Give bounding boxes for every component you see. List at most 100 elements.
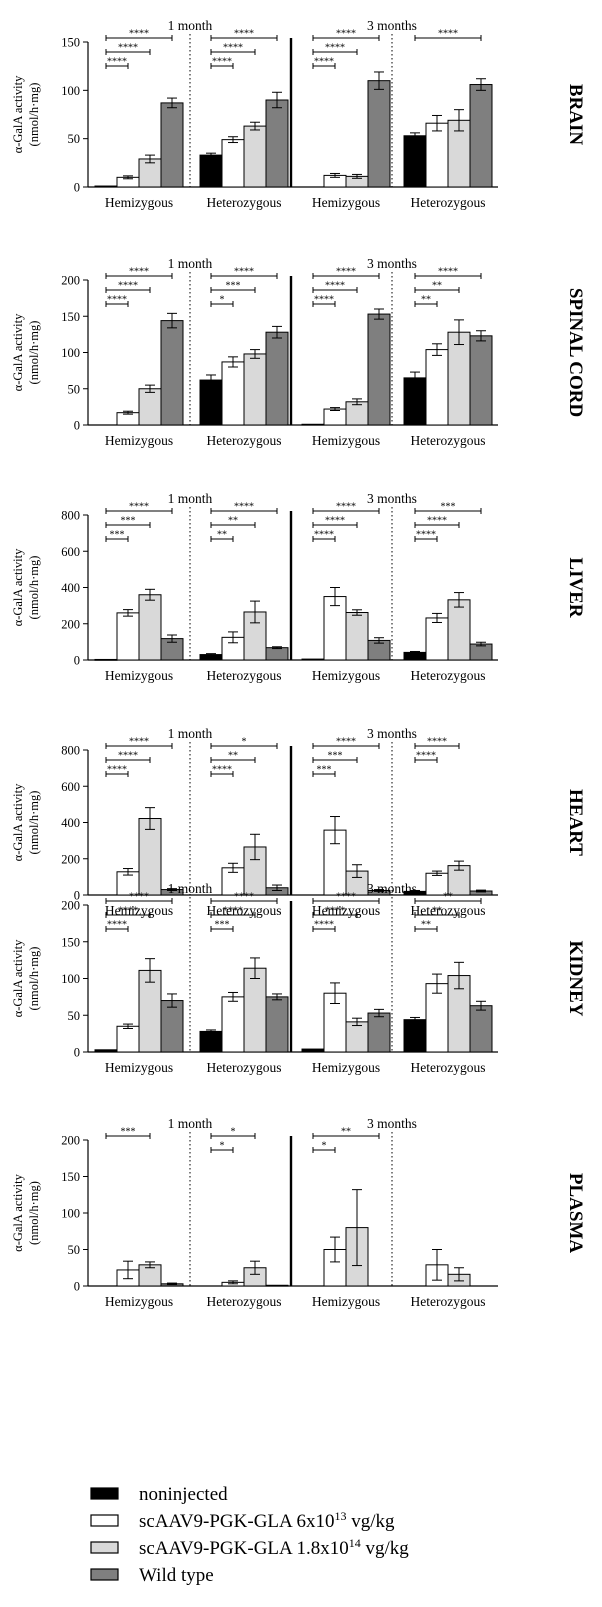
bar-high-dose — [243, 967, 267, 1053]
y-tick-label: 150 — [61, 310, 80, 324]
significance-label: **** — [118, 281, 138, 292]
significance-label: **** — [107, 765, 127, 776]
y-tick-label: 0 — [74, 181, 80, 195]
y-tick-label: 50 — [68, 382, 81, 396]
bar-low-dose — [116, 1025, 140, 1053]
category-label: Hemizygous — [312, 1060, 380, 1075]
bar-high-dose — [447, 331, 471, 426]
bar-high-dose — [138, 388, 162, 426]
legend: noninjected scAAV9-PGK-GLA 6x1013 vg/kg sc… — [90, 1484, 409, 1586]
significance-label: **** — [107, 920, 127, 931]
category-label: Hemizygous — [312, 903, 380, 918]
category-label: Hemizygous — [312, 433, 380, 448]
significance-label: * — [220, 1141, 225, 1152]
y-tick-label: 400 — [61, 581, 80, 595]
y-axis-unit: (nmol/h·mg) — [27, 556, 41, 620]
y-tick-label: 100 — [61, 972, 80, 986]
significance-label: ** — [341, 1127, 351, 1138]
legend-label: Wild type — [139, 1565, 214, 1586]
y-axis-unit: (nmol/h·mg) — [27, 1181, 41, 1245]
panel-label: HEART — [565, 789, 586, 856]
bar-low-dose — [425, 983, 449, 1053]
significance-label: **** — [336, 267, 356, 278]
y-tick-label: 0 — [74, 419, 80, 433]
panel-plasma: 0 50 100 150 200 α-GalA activity (nmol/h·mg) 1 … — [11, 1116, 586, 1309]
significance-label: **** — [336, 737, 356, 748]
bar-high-dose — [345, 612, 369, 661]
bar-wild-type — [265, 1284, 289, 1287]
significance-label: **** — [234, 267, 254, 278]
panel-kidney: 0 50 100 150 200 α-GalA activity (nmol/h·mg) 1 … — [11, 881, 586, 1075]
significance-label: *** — [215, 920, 230, 931]
bar-low-dose — [425, 617, 449, 661]
bar-wild-type — [469, 643, 493, 661]
significance-label: *** — [441, 502, 456, 513]
panel-liver: 0 200 400 600 800 α-GalA activity (nmol/h·mg) 1… — [11, 491, 586, 683]
significance-label: *** — [328, 751, 343, 762]
panel-label: LIVER — [565, 557, 586, 617]
legend-label: noninjected — [139, 1484, 228, 1505]
legend-swatch — [90, 1487, 119, 1500]
y-tick-label: 0 — [74, 889, 80, 903]
time-label-3-months: 3 months — [367, 726, 417, 741]
significance-label: **** — [107, 57, 127, 68]
significance-label: *** — [110, 530, 125, 541]
significance-label: **** — [118, 43, 138, 54]
bar-noninjected — [94, 1049, 118, 1053]
bar-low-dose — [221, 361, 245, 426]
y-tick-label: 0 — [74, 654, 80, 668]
y-tick-label: 600 — [61, 780, 80, 794]
category-label: Heterozygous — [207, 1060, 282, 1075]
significance-label: ** — [228, 516, 238, 527]
significance-label: *** — [121, 1127, 136, 1138]
time-label-1-month: 1 month — [168, 256, 213, 271]
legend-swatch — [90, 1541, 119, 1554]
significance-label: **** — [118, 751, 138, 762]
y-tick-label: 150 — [61, 36, 80, 50]
significance-label: ** — [432, 906, 442, 917]
bar-high-dose — [138, 594, 162, 661]
legend-swatch — [90, 1568, 119, 1581]
bar-wild-type — [265, 99, 289, 188]
significance-label: **** — [314, 295, 334, 306]
time-label-1-month: 1 month — [168, 726, 213, 741]
category-label: Hemizygous — [312, 195, 380, 210]
significance-label: **** — [129, 29, 149, 40]
significance-label: **** — [234, 892, 254, 903]
significance-label: **** — [212, 57, 232, 68]
category-label: Heterozygous — [411, 195, 486, 210]
y-axis-unit: (nmol/h·mg) — [27, 321, 41, 385]
bar-noninjected — [199, 154, 223, 188]
bar-noninjected — [403, 135, 427, 188]
bar-noninjected — [403, 1019, 427, 1053]
significance-label: **** — [325, 281, 345, 292]
bar-low-dose — [323, 408, 347, 426]
time-label-3-months: 3 months — [367, 18, 417, 33]
significance-label: **** — [336, 502, 356, 513]
significance-label: * — [322, 1141, 327, 1152]
significance-label: **** — [314, 530, 334, 541]
bar-high-dose — [447, 599, 471, 661]
time-label-3-months: 3 months — [367, 881, 417, 896]
significance-label: **** — [129, 737, 149, 748]
bar-wild-type — [160, 102, 184, 188]
significance-label: ** — [421, 295, 431, 306]
bar-wild-type — [265, 647, 289, 661]
y-tick-label: 100 — [61, 1207, 80, 1221]
legend-swatch — [90, 1514, 119, 1527]
significance-label: *** — [317, 765, 332, 776]
time-label-1-month: 1 month — [168, 18, 213, 33]
y-tick-label: 400 — [61, 816, 80, 830]
y-axis-unit: (nmol/h·mg) — [27, 791, 41, 855]
significance-label: ** — [217, 530, 227, 541]
y-tick-label: 800 — [61, 744, 80, 758]
y-tick-label: 100 — [61, 84, 80, 98]
category-label: Hemizygous — [312, 668, 380, 683]
significance-label: **** — [325, 43, 345, 54]
y-axis-title: α-GalA activity — [11, 313, 25, 391]
time-label-1-month: 1 month — [168, 1116, 213, 1131]
significance-label: *** — [226, 281, 241, 292]
significance-label: **** — [314, 57, 334, 68]
time-label-3-months: 3 months — [367, 256, 417, 271]
